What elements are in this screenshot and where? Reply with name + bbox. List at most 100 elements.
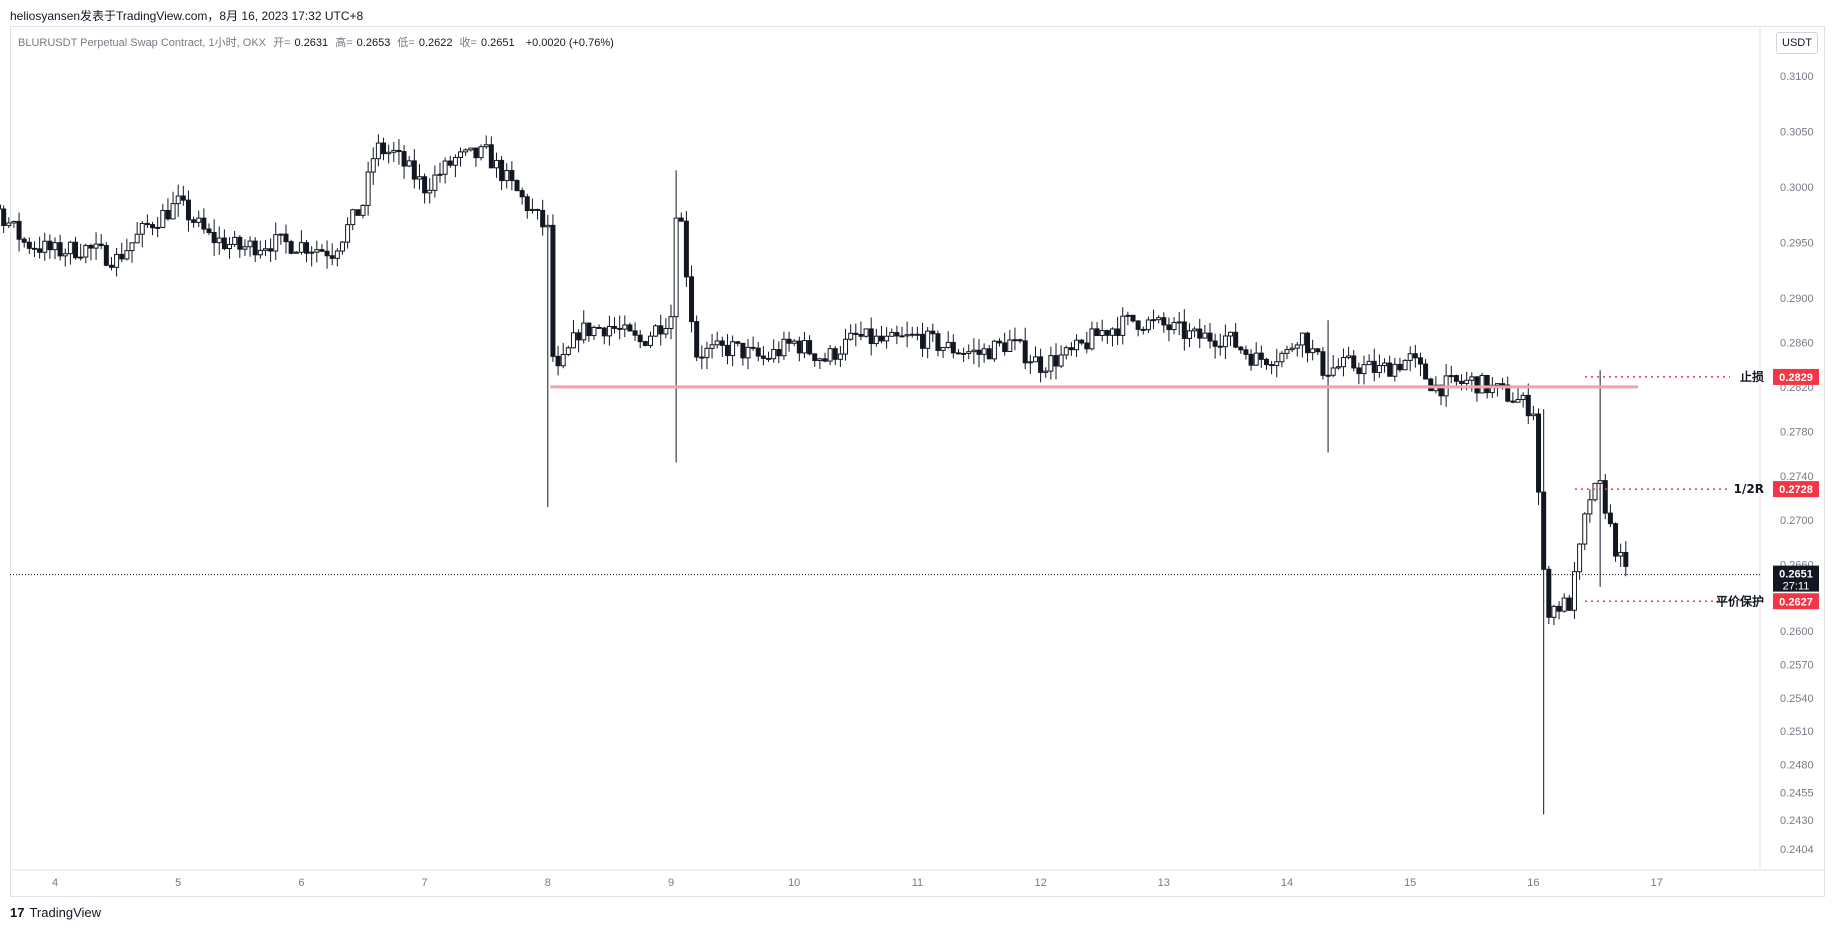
x-tick-label: 7 bbox=[422, 877, 428, 889]
candle-body bbox=[42, 240, 48, 253]
candle-body bbox=[1320, 351, 1326, 376]
candle-body bbox=[1566, 597, 1572, 611]
candle-body bbox=[339, 241, 345, 252]
candle-body bbox=[314, 249, 320, 253]
y-tick-label: 0.2480 bbox=[1780, 760, 1814, 772]
candle-body bbox=[1335, 366, 1341, 369]
candle-body bbox=[1592, 482, 1598, 501]
candle-body bbox=[555, 355, 561, 367]
candle-body bbox=[1012, 339, 1018, 342]
candle-body bbox=[468, 147, 474, 151]
candle-body bbox=[1258, 352, 1264, 360]
candle-body bbox=[1228, 331, 1234, 337]
candle-body bbox=[150, 224, 156, 229]
candle-body bbox=[1392, 363, 1398, 377]
y-tick-label: 0.3000 bbox=[1780, 182, 1814, 194]
candle-body bbox=[1289, 347, 1295, 351]
candle-body bbox=[114, 253, 120, 268]
candle-body bbox=[196, 217, 202, 223]
candle-body bbox=[170, 203, 176, 220]
candle-body bbox=[1505, 384, 1511, 402]
x-tick-label: 5 bbox=[175, 877, 181, 889]
candle-body bbox=[909, 333, 915, 336]
x-tick-label: 9 bbox=[668, 877, 674, 889]
candle-body bbox=[1115, 328, 1121, 336]
candle-body bbox=[411, 160, 417, 180]
y-tick-label: 0.2700 bbox=[1780, 515, 1814, 527]
candle-body bbox=[1417, 357, 1423, 365]
candle-body bbox=[396, 149, 402, 153]
candle-body bbox=[1094, 328, 1100, 337]
level-label: 平价保护 bbox=[1716, 593, 1764, 608]
footer-brand[interactable]: 17 TradingView bbox=[10, 905, 101, 920]
candle-body bbox=[658, 325, 664, 335]
candle-body bbox=[760, 355, 766, 359]
candle-body bbox=[452, 156, 458, 166]
candle-body bbox=[1145, 319, 1151, 331]
candle-body bbox=[724, 344, 730, 357]
candle-body bbox=[714, 340, 720, 346]
candle-body bbox=[1253, 352, 1259, 366]
candle-body bbox=[324, 250, 330, 257]
candle-body bbox=[73, 241, 79, 259]
candle-body bbox=[304, 242, 310, 254]
candle-body bbox=[971, 349, 977, 353]
candle-body bbox=[1017, 339, 1023, 342]
y-tick-label: 0.2600 bbox=[1780, 626, 1814, 638]
candle-body bbox=[1541, 491, 1547, 570]
candle-body bbox=[6, 222, 12, 226]
candle-body bbox=[1212, 340, 1218, 347]
candle-body bbox=[165, 210, 171, 220]
candle-body bbox=[1397, 363, 1403, 371]
y-tick-label: 0.2900 bbox=[1780, 293, 1814, 305]
candle-body bbox=[232, 236, 238, 245]
candle-body bbox=[930, 330, 936, 335]
candle-body bbox=[1038, 356, 1044, 373]
candle-body bbox=[119, 253, 125, 260]
candle-body bbox=[1479, 374, 1485, 394]
candle-body bbox=[1084, 342, 1090, 350]
legend-close: 0.2651 bbox=[480, 37, 515, 49]
candle-body bbox=[16, 220, 22, 240]
candle-body bbox=[1587, 499, 1593, 515]
candle-body bbox=[1484, 374, 1490, 394]
candle-body bbox=[1607, 512, 1613, 525]
candle-body bbox=[1063, 347, 1069, 356]
candle-body bbox=[1099, 330, 1105, 337]
candle-body bbox=[1371, 360, 1377, 373]
legend-high: 0.2653 bbox=[356, 37, 391, 49]
candle-body bbox=[1412, 353, 1418, 359]
candle-body bbox=[1387, 362, 1393, 377]
candle-body bbox=[1556, 605, 1562, 612]
candle-body bbox=[1577, 543, 1583, 573]
candle-body bbox=[509, 170, 515, 182]
candle-body bbox=[1459, 380, 1465, 384]
candle-body bbox=[668, 316, 674, 329]
candle-body bbox=[807, 340, 813, 355]
level-price-tag bbox=[1773, 593, 1819, 610]
x-tick-label: 10 bbox=[788, 877, 800, 889]
footer-brand-name: TradingView bbox=[29, 905, 102, 920]
candle-body bbox=[586, 322, 592, 337]
candle-body bbox=[1438, 384, 1444, 397]
candle-body bbox=[694, 321, 700, 358]
candle-body bbox=[801, 340, 807, 354]
candle-body bbox=[704, 347, 710, 359]
candle-body bbox=[478, 146, 484, 159]
candle-body bbox=[699, 356, 705, 359]
candle-body bbox=[1053, 355, 1059, 367]
candle-body bbox=[673, 217, 679, 318]
candle-body bbox=[98, 243, 104, 247]
candle-body bbox=[458, 151, 464, 158]
candle-body bbox=[268, 248, 274, 252]
candle-body bbox=[1027, 361, 1033, 364]
candle-body bbox=[1515, 399, 1521, 403]
last-price-value: 0.2651 bbox=[1779, 569, 1813, 581]
candle-body bbox=[57, 242, 63, 257]
y-tick-label: 0.2780 bbox=[1780, 426, 1814, 438]
currency-button[interactable]: USDT bbox=[1776, 32, 1818, 54]
candle-body bbox=[817, 358, 823, 362]
candle-body bbox=[463, 149, 469, 153]
candle-body bbox=[1551, 605, 1557, 618]
